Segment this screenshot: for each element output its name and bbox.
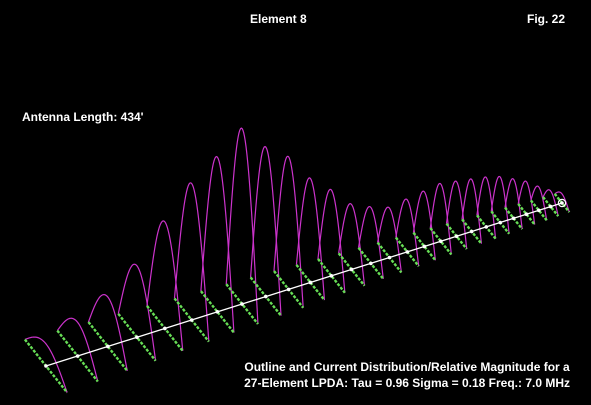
feed-point-3 — [106, 344, 110, 349]
feed-point-25 — [536, 208, 541, 213]
current-curve-21 — [476, 176, 497, 239]
feed-point-20 — [469, 229, 474, 234]
feed-point-24 — [524, 212, 529, 217]
current-curve-8 — [225, 127, 259, 325]
feed-point-10 — [286, 287, 291, 292]
feed-point-5 — [163, 326, 167, 331]
current-curve-27 — [554, 191, 570, 213]
feed-point-13 — [349, 267, 354, 272]
current-curve-24 — [517, 180, 536, 225]
boom-line — [45, 202, 563, 367]
boom-layer — [44, 198, 567, 368]
current-curve-2 — [56, 317, 99, 382]
feed-point-12 — [329, 274, 334, 278]
feed-point-15 — [387, 255, 392, 260]
feed-point-4 — [135, 335, 139, 340]
current-curve-14 — [357, 205, 384, 280]
figure-number: Fig. 22 — [527, 12, 566, 26]
feed-point-1 — [44, 364, 48, 368]
current-curve-16 — [395, 198, 420, 267]
feed-point-26 — [548, 204, 553, 209]
element-17 — [412, 231, 437, 262]
feed-point-6 — [189, 318, 194, 322]
feed-point-23 — [511, 216, 516, 221]
figure-title: Element 8 — [250, 12, 307, 26]
current-curves — [24, 127, 570, 393]
current-curve-10 — [273, 155, 304, 308]
current-curve-18 — [429, 182, 452, 255]
caption-line-2: 27-Element LPDA: Tau = 0.96 Sigma = 0.18… — [244, 376, 570, 390]
feed-point-18 — [439, 239, 443, 244]
caption-line-1: Outline and Current Distribution/Relativ… — [244, 360, 570, 374]
element-12 — [317, 258, 346, 294]
figure-caption: Outline and Current Distribution/Relativ… — [244, 359, 570, 391]
current-curve-19 — [445, 180, 468, 250]
current-curve-13 — [338, 203, 366, 286]
antenna-length-label: Antenna Length: 434' — [22, 110, 144, 124]
element-26 — [542, 196, 560, 217]
current-curve-4 — [117, 263, 157, 361]
feed-point-14 — [369, 261, 373, 266]
current-curve-9 — [250, 145, 282, 316]
feed-point-9 — [264, 294, 268, 299]
feed-point-17 — [422, 244, 427, 249]
feed-point-16 — [405, 250, 410, 254]
feed-point-8 — [240, 302, 244, 306]
element-18 — [429, 227, 453, 256]
current-curve-25 — [530, 185, 548, 221]
element-3 — [87, 321, 129, 372]
feed-point-2 — [75, 354, 80, 358]
source-marker — [557, 198, 567, 208]
feed-point-7 — [215, 310, 220, 314]
current-curve-3 — [87, 293, 128, 372]
current-curve-5 — [146, 220, 184, 352]
feed-point-21 — [484, 225, 489, 229]
feed-point-27 — [560, 201, 564, 205]
current-curve-15 — [376, 206, 402, 273]
feed-point-11 — [308, 280, 313, 285]
current-curve-20 — [461, 178, 483, 244]
feed-point-22 — [498, 220, 502, 225]
current-curve-1 — [24, 336, 68, 393]
feed-point-19 — [454, 234, 459, 239]
